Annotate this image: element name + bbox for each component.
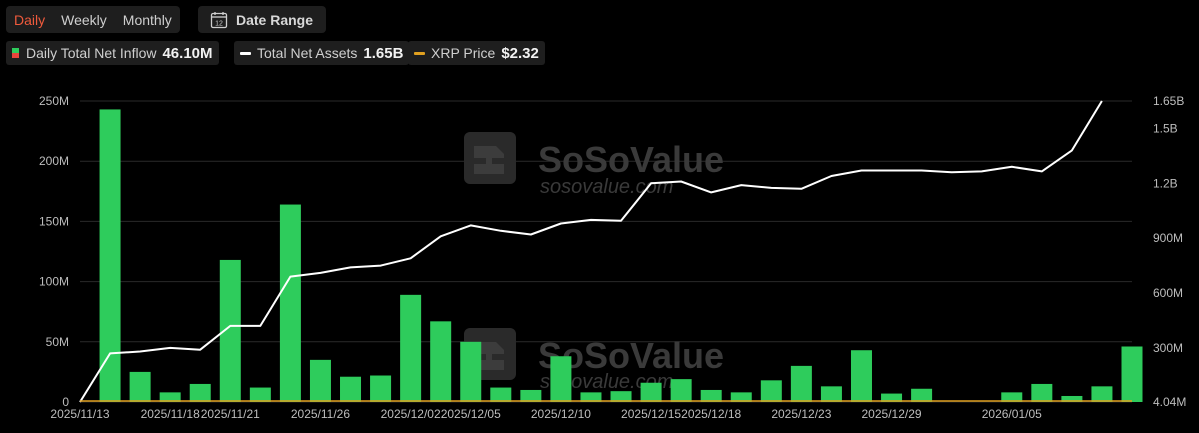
inflow-bar <box>550 356 572 402</box>
legend-inflow[interactable]: Daily Total Net Inflow 46.10M <box>6 41 219 65</box>
y-right-tick-label: 1.65B <box>1153 94 1184 108</box>
inflow-bar <box>340 376 362 402</box>
inflow-bar <box>159 392 181 402</box>
x-tick-label: 2025/12/29 <box>862 407 922 421</box>
y-tick-label: 150M <box>39 214 69 228</box>
assets-line-swatch-icon <box>240 51 251 55</box>
y-tick-label: 250M <box>39 94 69 108</box>
x-tick-label: 2025/12/15 <box>621 407 681 421</box>
y-right-tick-label: 900M <box>1153 231 1183 245</box>
inflow-bar <box>189 383 211 402</box>
x-tick-label: 2025/12/18 <box>681 407 741 421</box>
x-tick-label: 2025/11/26 <box>291 407 350 421</box>
tab-weekly[interactable]: Weekly <box>61 11 107 28</box>
inflow-swatch-icon <box>12 48 19 58</box>
inflow-bar <box>520 389 542 402</box>
legend-price[interactable]: XRP Price $2.32 <box>408 41 545 65</box>
x-axis: 2025/11/13 2025/11/18 2025/11/21 2025/11/26… <box>50 407 1042 421</box>
period-tabs: Daily Weekly Monthly <box>6 6 180 33</box>
inflow-bar <box>1001 392 1023 402</box>
inflow-bar <box>760 380 782 402</box>
inflow-bar <box>881 393 903 402</box>
inflow-bar <box>1091 386 1113 402</box>
legend-assets[interactable]: Total Net Assets 1.65B <box>234 41 410 65</box>
svg-text:12: 12 <box>215 20 223 27</box>
total-net-assets-line <box>79 100 1103 403</box>
legend-price-label: XRP Price <box>431 45 496 61</box>
y-right-tick-label: 4.04M <box>1153 395 1186 409</box>
x-tick-label: 2026/01/05 <box>982 407 1042 421</box>
x-tick-label: 2025/12/05 <box>441 407 501 421</box>
left-axis: 0 50M 100M 150M 200M 250M <box>39 94 69 409</box>
inflow-bar <box>730 392 752 402</box>
x-tick-label: 2025/11/18 <box>141 407 200 421</box>
tab-monthly[interactable]: Monthly <box>122 11 172 28</box>
legend-assets-label: Total Net Assets <box>257 45 358 61</box>
y-right-tick-label: 1.5B <box>1153 121 1178 135</box>
inflow-bar <box>99 109 121 402</box>
line-series <box>79 100 1132 403</box>
bar-series <box>99 109 1143 402</box>
inflow-bar <box>249 387 271 402</box>
inflow-bar <box>790 365 812 402</box>
inflow-bar <box>580 392 602 402</box>
legend-inflow-value: 46.10M <box>162 44 213 62</box>
y-tick-label: 200M <box>39 154 69 168</box>
inflow-bar <box>129 371 151 402</box>
calendar-icon: 12 <box>210 11 228 28</box>
inflow-bar <box>850 350 872 402</box>
tab-daily[interactable]: Daily <box>14 11 46 28</box>
watermark-url: sosovalue.com <box>540 371 673 393</box>
x-tick-label: 2025/12/23 <box>771 407 831 421</box>
y-right-tick-label: 1.2B <box>1153 176 1178 190</box>
watermarks: SoSoValue sosovalue.com SoSoValue sosova… <box>464 132 724 393</box>
inflow-bar <box>700 389 722 402</box>
inflow-bar <box>460 341 482 402</box>
legend-inflow-label: Daily Total Net Inflow <box>26 45 157 61</box>
right-axis: 4.04M 300M 600M 900M 1.2B 1.5B 1.65B <box>1153 94 1186 409</box>
inflow-bar <box>1121 346 1143 402</box>
y-tick-label: 0 <box>62 395 69 409</box>
legend-price-value: $2.32 <box>501 44 539 62</box>
x-tick-label: 2025/11/13 <box>50 407 109 421</box>
inflow-bar <box>309 359 331 402</box>
y-tick-label: 100M <box>39 275 69 289</box>
watermark-name: SoSoValue <box>538 139 724 180</box>
inflow-bar <box>490 387 512 402</box>
watermark-logo-icon <box>464 132 516 184</box>
legend-assets-value: 1.65B <box>363 44 404 62</box>
y-right-tick-label: 600M <box>1153 286 1183 300</box>
inflow-bar <box>279 204 301 402</box>
inflow-bar <box>640 382 662 402</box>
inflow-bar <box>400 294 422 402</box>
date-range-label: Date Range <box>236 11 314 28</box>
watermark-url: sosovalue.com <box>540 176 673 198</box>
x-tick-label: 2025/11/21 <box>201 407 260 421</box>
inflow-bar <box>911 388 933 402</box>
inflow-bar <box>1031 383 1053 402</box>
x-tick-label: 2025/12/10 <box>531 407 591 421</box>
price-line-swatch-icon <box>414 51 425 55</box>
inflow-bar <box>820 386 842 402</box>
inflow-bar <box>370 375 392 402</box>
inflow-bar <box>219 259 241 402</box>
y-right-tick-label: 300M <box>1153 341 1183 355</box>
inflow-bar <box>610 391 632 402</box>
inflow-bar <box>670 379 692 402</box>
inflow-bar <box>1061 395 1083 402</box>
date-range-button[interactable]: 12 Date Range <box>198 6 326 33</box>
y-tick-label: 50M <box>46 335 69 349</box>
x-tick-label: 2025/12/02 <box>381 407 441 421</box>
inflow-bar <box>430 321 452 402</box>
